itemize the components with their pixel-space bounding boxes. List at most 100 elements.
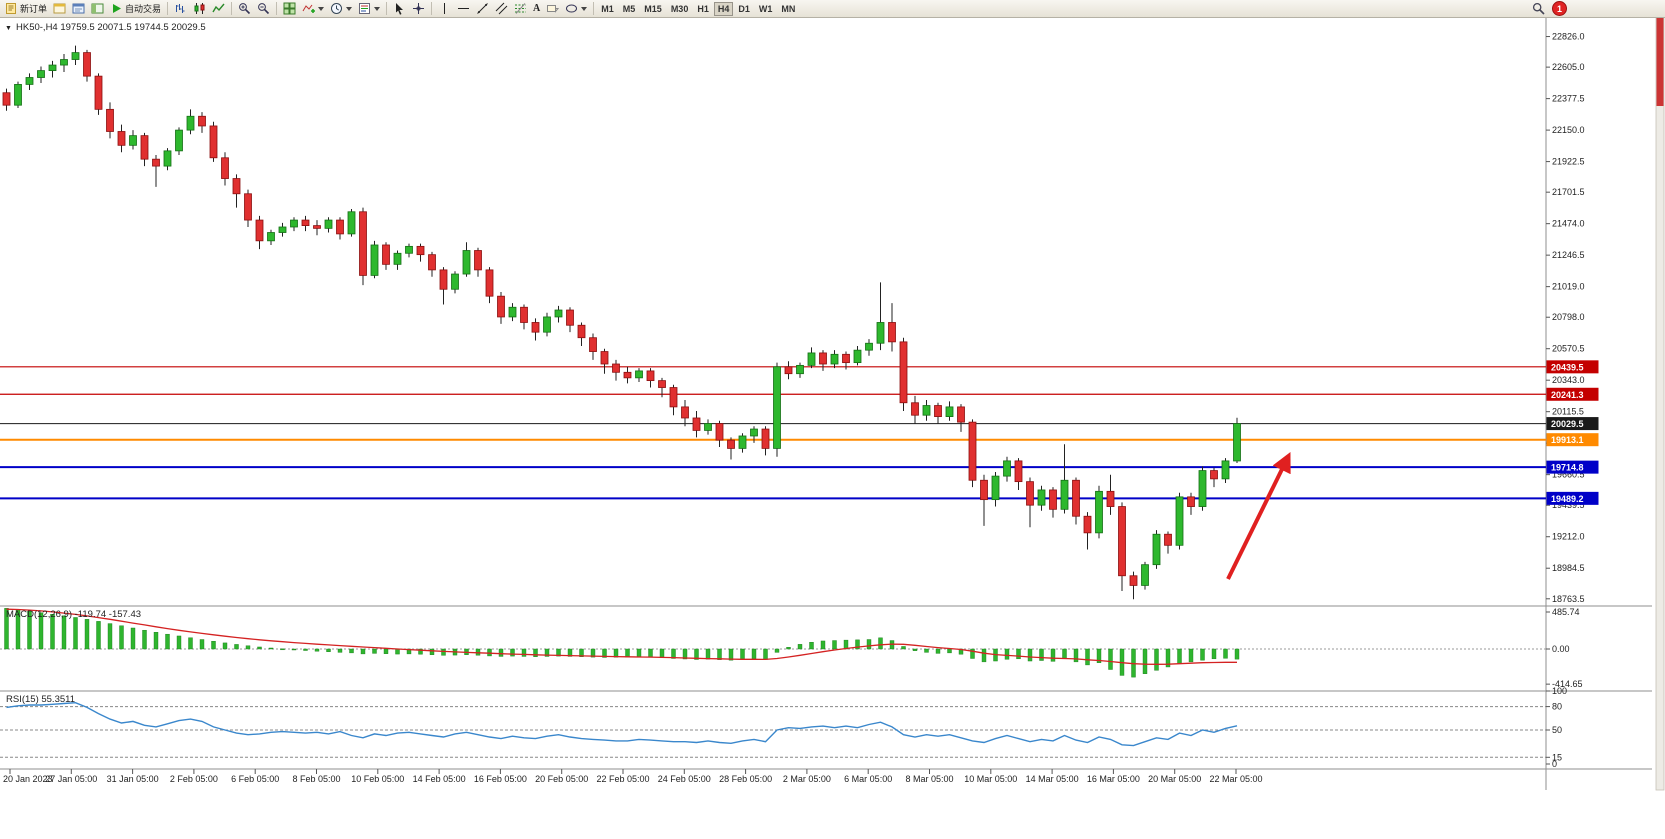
price-scale-label: 20343.0 [1552, 375, 1585, 385]
price-tag-19714.8[interactable] [1546, 460, 1599, 474]
line-chart-button[interactable] [209, 1, 228, 17]
search-button[interactable] [1529, 1, 1548, 17]
macd-histogram-bar [245, 645, 251, 650]
shapes-tool-button[interactable] [562, 1, 590, 17]
timeframe-button-d1[interactable]: D1 [734, 2, 754, 16]
navigator-button[interactable] [88, 1, 107, 17]
candle-body [715, 423, 724, 441]
price-tag-19489.2[interactable] [1546, 491, 1599, 505]
price-tag-label: 20439.5 [1551, 362, 1584, 372]
macd-histogram-bar [1027, 648, 1033, 662]
candle-body [2, 92, 11, 106]
data-window-button[interactable] [69, 1, 88, 17]
crosshair-button[interactable] [409, 1, 428, 17]
rsi-scale-label: 15 [1552, 752, 1562, 762]
bar-chart-button[interactable] [171, 1, 190, 17]
price-scale-label: 19660.5 [1552, 470, 1585, 480]
macd-histogram-bar [533, 648, 538, 657]
vertical-scrollbar-track[interactable] [1655, 17, 1665, 791]
price-tag-20439.5[interactable] [1546, 360, 1599, 374]
templates-button[interactable] [355, 1, 383, 17]
label-tool-button[interactable] [543, 1, 562, 17]
tile-windows-button[interactable] [280, 1, 299, 17]
vertical-scrollbar-thumb[interactable] [1656, 18, 1664, 106]
candle-body [681, 406, 689, 419]
autotrading-button[interactable]: 自动交易 [107, 1, 164, 17]
candle-body [1187, 496, 1195, 507]
channel-tool-button[interactable] [492, 1, 511, 17]
price-tags: 20439.5 20241.3 20029.5 19913.1 19714.8 19489… [1546, 360, 1599, 505]
zoom-out-icon [258, 3, 270, 15]
market-watch-button[interactable] [50, 1, 69, 17]
rsi-label: RSI(15) 55.3511 [6, 694, 75, 705]
price-tag-19913.1[interactable] [1546, 433, 1599, 447]
trend-arrow-annotation[interactable] [1226, 451, 1291, 580]
timeframe-button-m15[interactable]: M15 [640, 2, 666, 16]
periods-dropdown-caret [346, 6, 353, 11]
price-scale-label: 21246.5 [1552, 250, 1585, 260]
macd-histogram-bar [84, 619, 90, 650]
zoom-out-button[interactable] [254, 1, 273, 17]
candle-body [117, 131, 126, 146]
timeframe-button-w1[interactable]: W1 [755, 2, 777, 16]
macd-panel[interactable]: MACD(12,26,9) -119.74 -157.43 485.74 0.00 -… [0, 607, 1583, 689]
text-tool-button[interactable]: A [530, 1, 543, 17]
timeframe-button-m5[interactable]: M5 [619, 2, 640, 16]
candle-body [623, 371, 632, 379]
notification-badge[interactable]: 1 [1552, 1, 1567, 16]
candle-body [669, 387, 678, 408]
timeframe-button-mn[interactable]: MN [777, 2, 799, 16]
candle-body [968, 421, 977, 481]
timeframe-button-m1[interactable]: M1 [597, 2, 618, 16]
fibonacci-icon [515, 3, 527, 14]
fibonacci-tool-button[interactable] [511, 1, 530, 17]
indicators-button[interactable] [299, 1, 327, 17]
candle-body [347, 211, 356, 235]
timeframe-button-h4[interactable]: H4 [713, 1, 734, 16]
new-order-button[interactable]: 新订单 [2, 1, 50, 17]
label-icon [547, 5, 560, 13]
price-tag-20241.3[interactable] [1546, 387, 1599, 401]
toolbar-separator [386, 2, 388, 15]
candlestick-chart-button[interactable] [190, 1, 209, 17]
vertical-line-tool-button[interactable] [435, 1, 454, 17]
indicators-dropdown-caret [318, 6, 325, 11]
horizontal-line-tool-button[interactable] [454, 1, 473, 17]
candle-body [899, 341, 908, 404]
candle-body [1129, 575, 1138, 586]
candle-body [1003, 460, 1011, 477]
macd-histogram-bar [740, 648, 745, 660]
chart-collapse-marker[interactable]: ▼ [5, 25, 12, 32]
time-label: 8 Mar 05:00 [905, 774, 953, 784]
candle-body [25, 77, 34, 85]
rsi-panel[interactable]: RSI(15) 55.3511 100 80 50 150 [0, 686, 1567, 769]
trendline-tool-button[interactable] [473, 1, 492, 17]
macd-histogram-bar [441, 648, 446, 656]
price-scale[interactable]: 22826.0 22605.0 22377.5 22150.0 21922.5 21701… [1546, 32, 1585, 604]
time-label: 6 Feb 05:00 [231, 774, 279, 784]
candle-body [658, 380, 666, 388]
timeframe-button-h1[interactable]: H1 [693, 2, 713, 16]
cursor-button[interactable] [390, 1, 409, 17]
candle-body [1198, 470, 1207, 507]
candle-body [543, 316, 551, 333]
price-scale-label: 21701.5 [1552, 187, 1585, 197]
time-label: 22 Mar 05:00 [1209, 774, 1262, 784]
macd-histogram-bar [786, 647, 791, 650]
macd-histogram-bar [1188, 648, 1194, 663]
time-label: 2 Feb 05:00 [170, 774, 218, 784]
macd-histogram-bar [935, 648, 941, 654]
periods-button[interactable] [327, 1, 355, 17]
toolbar-separator [231, 2, 233, 15]
candle-body [991, 475, 1000, 501]
price-tag-20029.5[interactable] [1546, 417, 1599, 431]
zoom-in-button[interactable] [235, 1, 254, 17]
price-scale-label: 18763.5 [1552, 594, 1585, 604]
candle-body [301, 219, 310, 226]
macd-histogram-bar [728, 648, 734, 661]
macd-histogram-bar [556, 648, 561, 657]
timeframe-button-m30[interactable]: M30 [667, 2, 693, 16]
candle-body [761, 428, 770, 449]
